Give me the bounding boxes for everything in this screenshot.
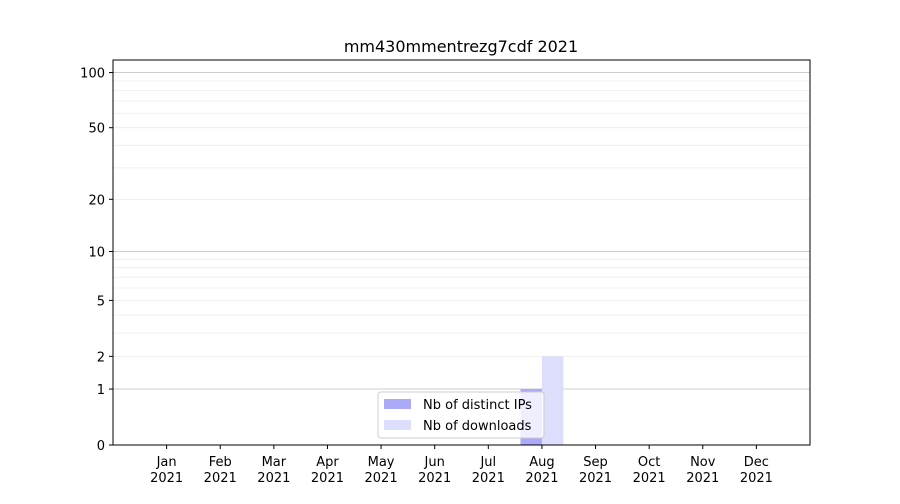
legend-box	[377, 391, 545, 439]
legend-swatch-downloads	[384, 420, 411, 430]
x-tick-label: Mar	[262, 455, 287, 470]
plot-area-frame	[112, 59, 811, 446]
y-tick-label: 20	[88, 193, 105, 208]
x-tick-label: Nov	[690, 455, 716, 470]
x-tick-label-year: 2021	[365, 471, 398, 486]
x-tick-label-year: 2021	[740, 471, 773, 486]
x-tick-label: Oct	[638, 455, 660, 470]
legend-swatch-distinct-ips	[384, 399, 411, 409]
x-tick-label-year: 2021	[418, 471, 451, 486]
x-tick-label-year: 2021	[472, 471, 505, 486]
y-tick-label: 100	[80, 67, 105, 82]
x-tick-label-year: 2021	[257, 471, 290, 486]
chart-title: mm430mmentrezg7cdf 2021	[344, 37, 578, 56]
x-tick-label-year: 2021	[633, 471, 666, 486]
legend-label-downloads: Nb of downloads	[423, 419, 532, 434]
x-tick-label: Apr	[316, 455, 339, 470]
x-tick-label: Jan	[156, 455, 177, 470]
legend: Nb of distinct IPs Nb of downloads	[377, 391, 545, 439]
x-tick-label-year: 2021	[204, 471, 237, 486]
x-tick-label: Dec	[744, 455, 769, 470]
x-tick-label: Aug	[529, 455, 554, 470]
x-tick-label: May	[368, 455, 395, 470]
x-tick-label-year: 2021	[311, 471, 344, 486]
y-tick-label: 5	[97, 294, 105, 309]
y-tick-label: 0	[97, 439, 105, 454]
y-tick-label: 50	[88, 122, 105, 137]
x-tick-label: Jul	[479, 455, 496, 470]
x-tick-label: Sep	[583, 455, 608, 470]
y-tick-label: 10	[88, 245, 105, 260]
y-tick-label: 1	[97, 383, 105, 398]
legend-label-distinct-ips: Nb of distinct IPs	[423, 398, 532, 413]
x-tick-label-year: 2021	[579, 471, 612, 486]
x-tick-label-year: 2021	[686, 471, 719, 486]
x-tick-label-year: 2021	[150, 471, 183, 486]
bar-downloads	[541, 356, 564, 445]
x-tick-label: Jun	[424, 455, 445, 470]
x-tick-label-year: 2021	[525, 471, 558, 486]
y-tick-label: 2	[97, 350, 105, 365]
x-tick-label: Feb	[209, 455, 232, 470]
